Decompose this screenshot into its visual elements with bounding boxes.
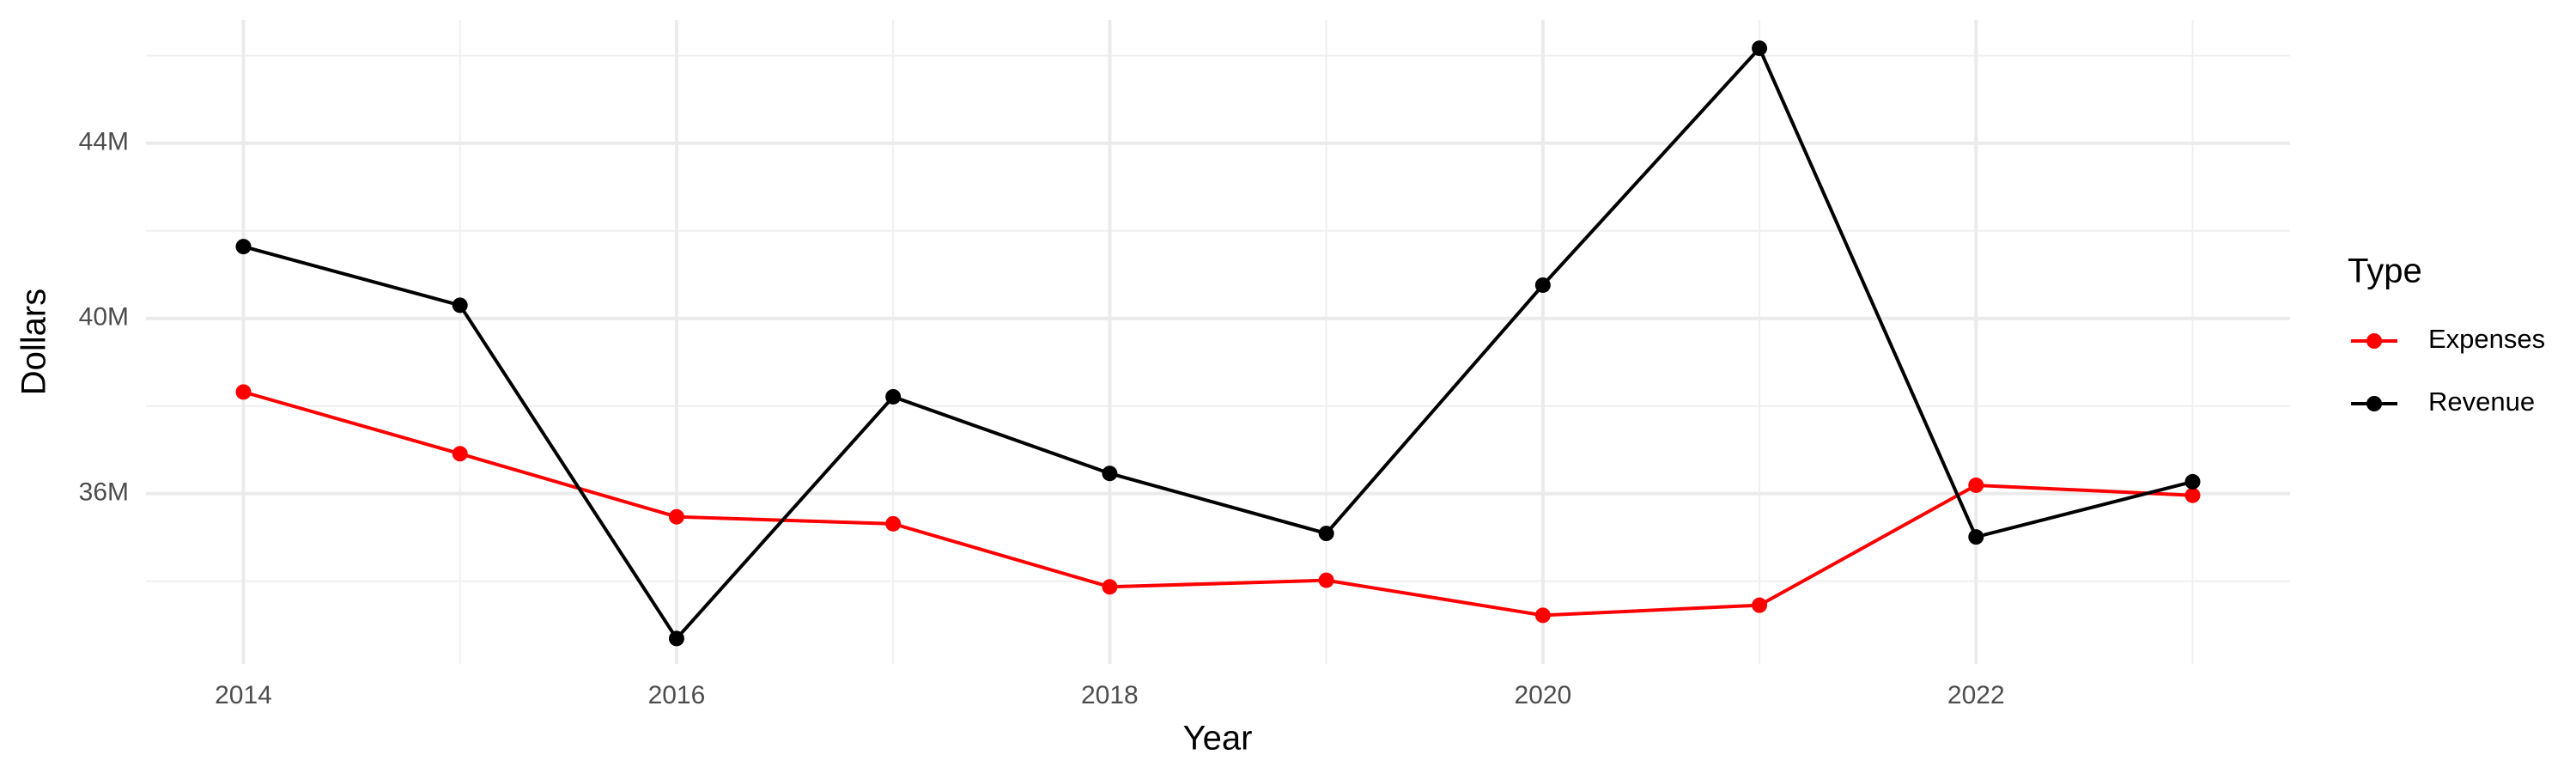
data-point — [1752, 40, 1768, 57]
x-tick-label: 2018 — [1081, 681, 1139, 709]
data-point — [1968, 529, 1984, 545]
data-point — [1102, 579, 1118, 595]
legend-dot — [2366, 396, 2382, 411]
data-point — [452, 297, 468, 313]
legend-label: Expenses — [2428, 324, 2545, 354]
data-point — [885, 388, 902, 405]
data-point — [885, 515, 902, 532]
data-point — [668, 630, 684, 647]
data-point — [235, 239, 252, 255]
data-point — [1318, 572, 1334, 588]
legend-dot — [2366, 333, 2382, 349]
y-tick-label: 44M — [79, 128, 129, 156]
y-tick-label: 36M — [79, 478, 129, 507]
legend-title: Type — [2348, 253, 2422, 290]
data-point — [452, 446, 468, 462]
data-point — [2184, 473, 2201, 490]
series-line — [242, 390, 2193, 618]
data-point — [1534, 607, 1551, 624]
x-tick-label: 2020 — [1514, 681, 1571, 709]
data-point — [1534, 277, 1551, 293]
data-point — [1968, 477, 1984, 493]
y-tick-label: 40M — [79, 303, 129, 332]
x-tick-label: 2016 — [648, 681, 706, 709]
y-axis-title: Dollars — [15, 289, 53, 395]
series-line — [242, 45, 2193, 642]
x-tick-label: 2014 — [215, 681, 272, 709]
data-point — [1752, 597, 1768, 613]
data-point — [235, 384, 252, 400]
data-point — [1102, 466, 1118, 482]
data-point — [2184, 487, 2201, 503]
x-tick-label: 2022 — [1947, 681, 2005, 709]
data-point — [668, 508, 684, 525]
legend-label: Revenue — [2428, 386, 2535, 417]
x-axis-title: Year — [1183, 720, 1253, 758]
data-point — [1318, 526, 1334, 542]
